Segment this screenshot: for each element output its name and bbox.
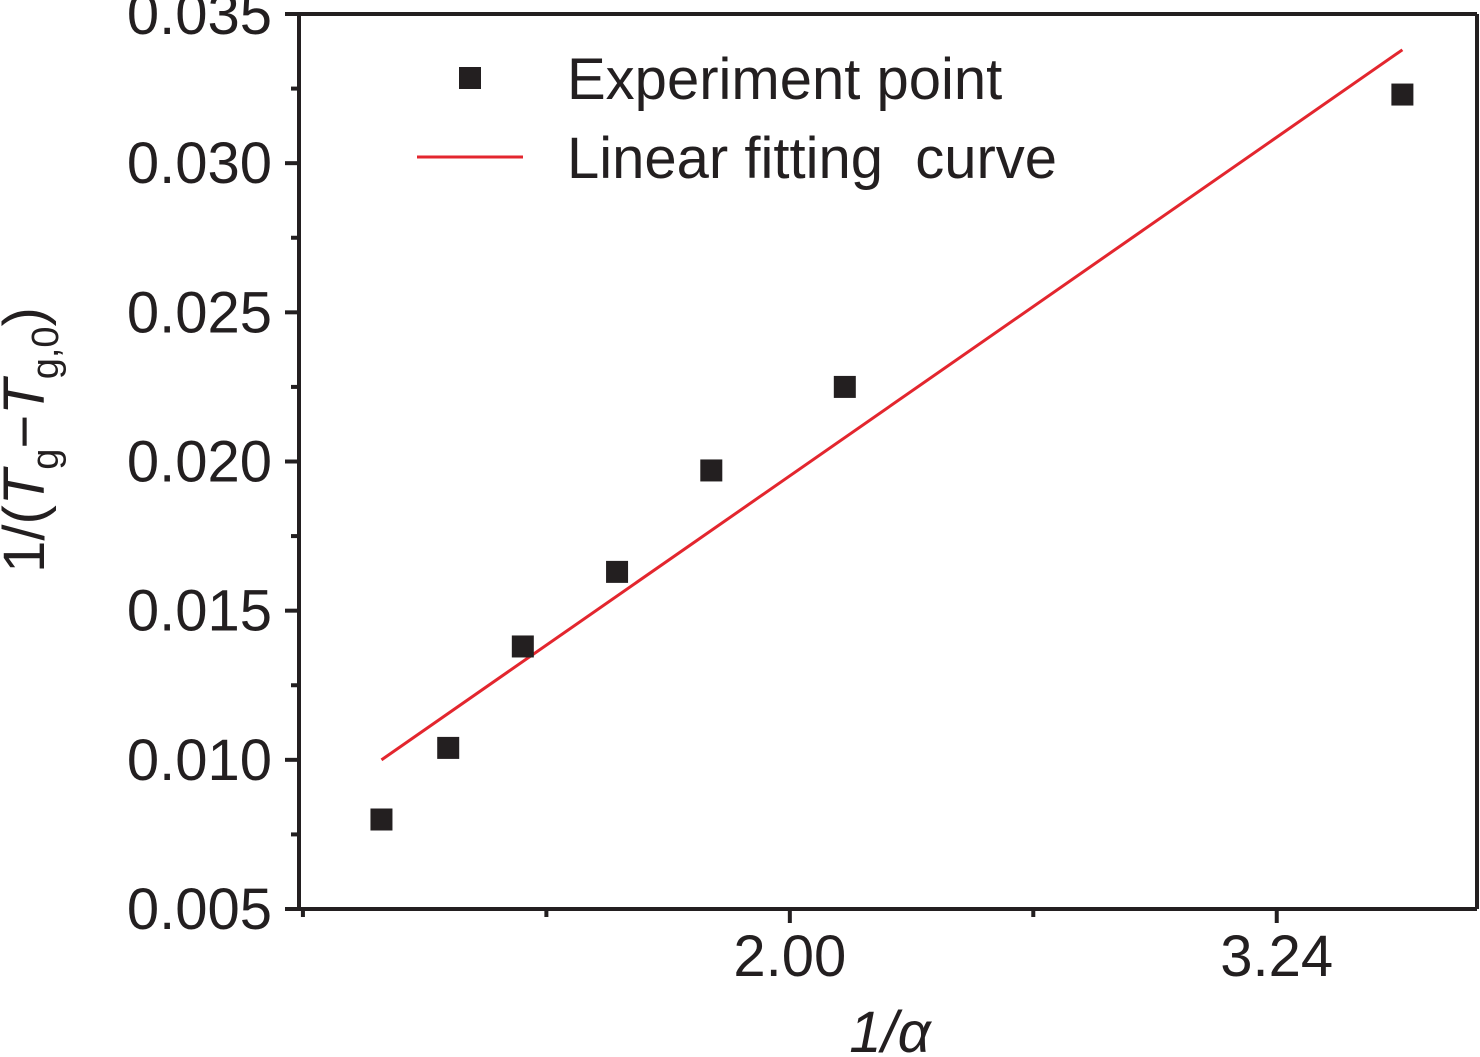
data-point — [606, 560, 629, 583]
y-tick-label: 0.030 — [127, 131, 272, 196]
series — [370, 48, 1414, 831]
y-tick-label: 0.005 — [127, 877, 272, 942]
legend-marker-experiment-point — [459, 67, 481, 89]
data-point — [370, 808, 393, 831]
x-axis-title: 1/α — [849, 1000, 932, 1057]
y-axis-title-t1: T — [0, 466, 57, 505]
y-axis-title-prefix: 1/( — [0, 505, 57, 573]
data-point — [437, 736, 460, 759]
x-axis-ticks: 2.00 3.24 — [300, 909, 1333, 989]
x-tick-label: 2.00 — [733, 924, 846, 989]
data-point — [833, 375, 856, 398]
data-point — [700, 459, 723, 482]
y-tick-label: 0.010 — [127, 728, 272, 793]
y-tick-label: 0.020 — [127, 430, 272, 495]
y-axis-title-t2: T — [0, 376, 57, 415]
y-tick-label: 0.025 — [127, 280, 272, 345]
y-axis-title-sub2: g,0 — [25, 326, 67, 379]
data-point — [511, 635, 534, 658]
y-axis-title-sub1: g — [25, 449, 67, 470]
legend-label-experiment-point: Experiment point — [567, 47, 1002, 112]
y-axis-title-minus: − — [0, 415, 57, 449]
y-axis-title-suffix: ) — [0, 307, 57, 326]
data-point — [1391, 83, 1414, 106]
x-tick-label: 3.24 — [1220, 924, 1333, 989]
legend-label-linear-fit: Linear fitting curve — [567, 126, 1057, 191]
y-tick-label: 0.015 — [127, 579, 272, 644]
legend: Experiment point Linear fitting curve — [417, 47, 1057, 191]
linear-fit-line — [380, 48, 1404, 762]
y-axis-ticks: 0.005 0.010 0.015 0.020 0.025 0.030 0.035 — [127, 0, 299, 942]
y-tick-label: 0.035 — [127, 0, 272, 47]
y-axis-title: 1/(Tg−Tg,0) — [0, 307, 67, 573]
